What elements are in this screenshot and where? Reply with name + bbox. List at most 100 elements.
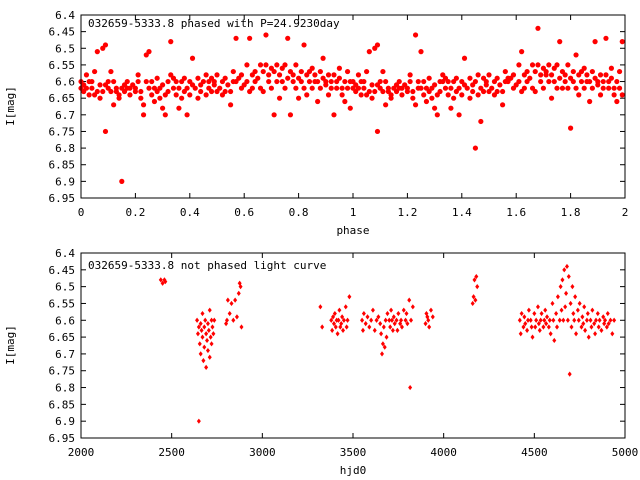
data-point [335,331,340,337]
data-point [389,317,394,323]
data-point [209,317,214,323]
data-point [500,88,506,95]
data-point [271,112,277,118]
data-point [547,317,552,323]
data-point [548,95,555,101]
data-point [184,85,190,91]
data-point [603,72,609,78]
data-point [374,128,381,135]
data-point [516,78,522,85]
data-point [538,78,544,85]
data-point [249,85,255,91]
data-point [597,317,602,323]
data-point [381,324,386,330]
data-point [89,78,95,85]
data-point [331,112,337,118]
data-point [282,85,288,91]
data-point [516,62,522,68]
data-point [565,317,570,323]
data-point [146,85,152,91]
data-point [331,72,337,78]
data-point [380,341,385,347]
y-tick-label: 6.9 [55,175,75,188]
data-point [116,95,122,101]
data-point [309,65,315,71]
data-point [94,88,100,95]
data-point [568,125,574,131]
data-point [521,85,527,91]
data-point [165,78,171,85]
data-point [184,112,190,118]
data-point [611,92,617,98]
data-point [421,78,427,85]
data-point [589,68,595,75]
data-point [572,317,577,323]
data-point [429,95,435,101]
data-point [564,263,569,270]
data-point [559,307,564,313]
data-point [225,82,231,88]
data-point [257,62,264,68]
data-point [573,52,579,58]
x-tick-label: 0.6 [234,206,254,219]
data-point [573,294,578,300]
data-point [315,98,321,105]
data-point [525,317,530,323]
data-point [448,105,454,111]
data-point [369,317,374,323]
data-point [207,307,212,313]
data-point [521,324,526,330]
data-point [567,371,572,377]
data-point [146,49,152,55]
data-point [536,321,541,327]
data-point [575,307,580,313]
data-point [355,72,362,78]
data-point [396,78,402,85]
data-point [545,314,550,320]
data-point [108,68,114,75]
data-point [200,334,205,340]
data-point [358,92,364,98]
data-point [541,324,546,330]
data-point [396,310,401,317]
data-point [227,310,232,317]
y-tick-label: 6.8 [55,382,75,395]
data-point [426,75,432,81]
data-point [336,65,342,71]
data-point [563,304,568,310]
data-point [158,277,163,283]
data-point [467,95,473,101]
data-point [557,39,563,45]
data-point [102,128,109,135]
data-point [412,102,419,108]
data-point [342,98,348,105]
data-point [569,324,574,330]
data-point [529,324,534,330]
data-point [347,294,352,300]
x-tick-label: 1.4 [452,206,472,219]
data-point [610,331,615,337]
data-point [611,85,617,91]
data-point [111,102,117,108]
data-point [475,92,481,98]
data-point [100,88,106,95]
plot-frame [80,14,626,199]
data-point [593,317,598,323]
y-tick-label: 6.5 [55,281,75,294]
data-point [238,284,243,290]
data-point [372,327,377,333]
data-point [211,331,216,337]
y-tick-label: 6.9 [55,415,75,428]
data-point [290,72,296,78]
data-point [412,32,419,38]
data-point [424,310,429,317]
data-point [140,102,147,108]
data-point [309,85,315,91]
data-point [304,92,310,98]
x-tick-label: 3000 [249,446,276,459]
data-point [195,95,201,101]
data-point [608,317,613,323]
x-axis-label: phase [336,224,369,237]
data-point [606,321,611,327]
data-point [315,78,321,85]
